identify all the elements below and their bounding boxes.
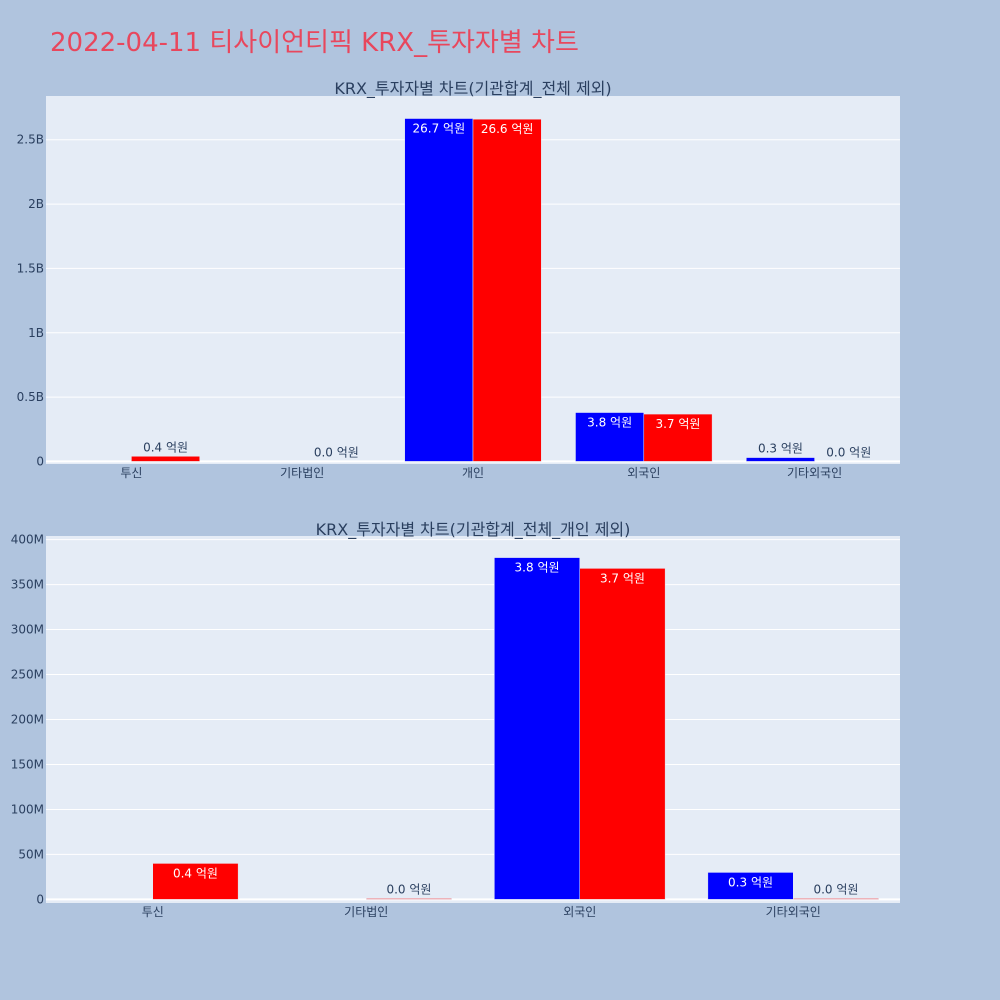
bar-value-label: 3.8 억원 bbox=[515, 561, 560, 575]
y-tick-label: 50M bbox=[18, 847, 44, 861]
bar-value-label: 0.4 억원 bbox=[173, 866, 218, 880]
y-tick-label: 2.5B bbox=[17, 133, 44, 147]
bar-value-label: 3.7 억원 bbox=[600, 571, 645, 585]
y-tick-label: 350M bbox=[11, 578, 44, 592]
bar-value-label: 0.4 억원 bbox=[143, 440, 188, 454]
bar bbox=[579, 568, 666, 900]
y-tick-label: 2B bbox=[28, 197, 44, 211]
bar bbox=[746, 457, 815, 462]
bar bbox=[707, 872, 794, 900]
x-tick-label: 투신 bbox=[142, 905, 164, 919]
bar bbox=[404, 118, 474, 462]
y-tick-label: 0 bbox=[36, 892, 44, 906]
x-tick-label: 외국인 bbox=[627, 466, 660, 480]
x-tick-label: 기타외국인 bbox=[766, 905, 821, 919]
bar-value-label: 26.6 억원 bbox=[481, 122, 534, 136]
x-tick-label: 외국인 bbox=[563, 905, 596, 919]
page-title: 2022-04-11 티사이언티픽 KRX_투자자별 차트 bbox=[50, 28, 579, 58]
y-tick-label: 0.5B bbox=[17, 390, 44, 404]
x-tick-label: 기타외국인 bbox=[787, 466, 842, 480]
y-tick-label: 300M bbox=[11, 623, 44, 637]
y-tick-label: 150M bbox=[11, 757, 44, 771]
bar-value-label: 3.8 억원 bbox=[587, 416, 632, 430]
y-tick-label: 0 bbox=[36, 454, 44, 468]
chart-krx-investors-excl-individual: 0 50M 100M 150M 200M 250M 300M 350M 400M KRX_투자자별… bbox=[11, 520, 900, 919]
x-tick-label: 개인 bbox=[462, 466, 484, 480]
bar bbox=[131, 456, 200, 462]
chart-title: KRX_투자자별 차트(기관합계_전체 제외) bbox=[334, 79, 611, 99]
x-tick-label: 기타법인 bbox=[344, 905, 388, 919]
bar-value-label: 0.3 억원 bbox=[728, 875, 773, 889]
bar-value-label: 0.0 억원 bbox=[826, 445, 871, 459]
bar bbox=[494, 557, 581, 900]
bar bbox=[152, 863, 239, 900]
bar-value-label: 0.0 억원 bbox=[813, 883, 858, 897]
x-tick-label: 기타법인 bbox=[280, 466, 324, 480]
bar-value-label: 0.3 억원 bbox=[758, 442, 803, 456]
bar bbox=[366, 898, 452, 900]
bar-value-label: 0.0 억원 bbox=[314, 445, 359, 459]
bar bbox=[643, 413, 713, 462]
bar-value-label: 3.7 억원 bbox=[655, 417, 700, 431]
chart-krx-investors-all: 0 0.5B 1B 1.5B 2B 2.5B KRX_투자자별 차트(기관합계_전체 제외)… bbox=[17, 79, 900, 480]
x-tick-label: 투신 bbox=[120, 466, 142, 480]
y-tick-label: 250M bbox=[11, 668, 44, 682]
y-tick-label: 100M bbox=[11, 802, 44, 816]
y-tick-label: 1B bbox=[28, 326, 44, 340]
bar bbox=[793, 898, 879, 900]
y-tick-label: 200M bbox=[11, 713, 44, 727]
y-tick-label: 400M bbox=[11, 533, 44, 547]
bar bbox=[575, 412, 645, 462]
bar-value-label: 0.0 억원 bbox=[386, 883, 431, 897]
chart-title: KRX_투자자별 차트(기관합계_전체_개인 제외) bbox=[316, 520, 631, 540]
bar-value-label: 26.7 억원 bbox=[413, 122, 466, 136]
bar bbox=[472, 118, 542, 462]
y-tick-label: 1.5B bbox=[17, 261, 44, 275]
